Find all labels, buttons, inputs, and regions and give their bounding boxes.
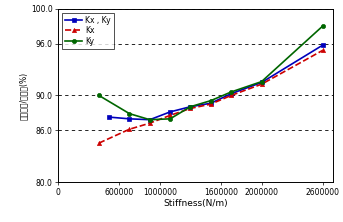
Kx , Ky <box>260 81 264 84</box>
Ky <box>148 118 152 121</box>
Line: Kx , Ky: Kx , Ky <box>107 43 324 122</box>
Kx , Ky <box>188 105 192 108</box>
Kx , Ky <box>107 116 111 118</box>
Kx <box>127 128 131 131</box>
Kx , Ky <box>127 117 131 120</box>
X-axis label: Stiffness(N/m): Stiffness(N/m) <box>163 199 228 208</box>
Ky <box>127 112 131 115</box>
Kx <box>229 94 233 97</box>
Kx <box>168 114 172 117</box>
Y-axis label: 비선형비/간략비(%): 비선형비/간략비(%) <box>19 71 28 119</box>
Kx , Ky <box>320 44 324 47</box>
Ky <box>229 91 233 93</box>
Kx <box>188 107 192 110</box>
Ky <box>168 117 172 120</box>
Legend: Kx , Ky, Kx, Ky: Kx , Ky, Kx, Ky <box>62 13 114 49</box>
Line: Kx: Kx <box>97 48 324 145</box>
Ky <box>260 80 264 83</box>
Line: Ky: Ky <box>97 24 324 122</box>
Kx <box>260 83 264 85</box>
Kx , Ky <box>148 118 152 121</box>
Kx <box>320 49 324 52</box>
Ky <box>188 105 192 108</box>
Kx <box>148 122 152 125</box>
Kx , Ky <box>168 111 172 113</box>
Kx <box>209 103 213 105</box>
Ky <box>209 99 213 102</box>
Kx <box>97 142 101 144</box>
Kx , Ky <box>229 92 233 95</box>
Ky <box>320 25 324 28</box>
Ky <box>97 94 101 97</box>
Kx , Ky <box>209 102 213 105</box>
